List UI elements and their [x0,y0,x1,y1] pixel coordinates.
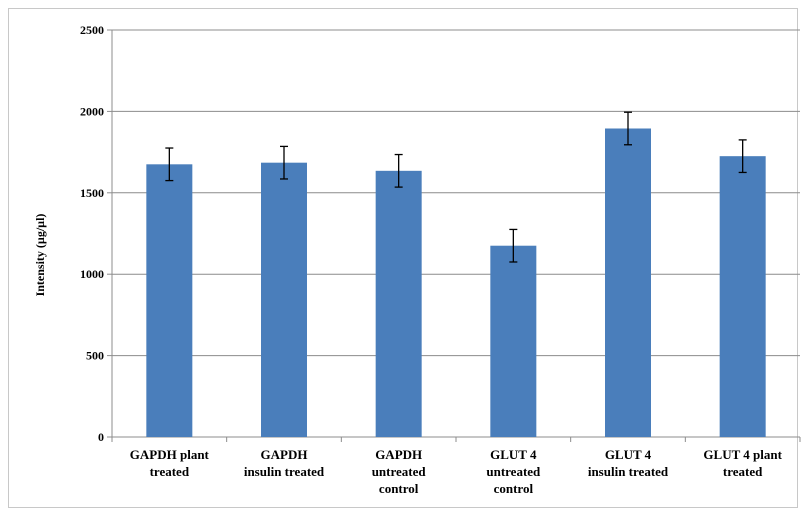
x-category-label-line: GLUT 4 [490,447,537,462]
bar [719,156,766,438]
x-category-label: GLUT 4 insulin treated [588,447,669,479]
x-category-label-line: treated [150,464,190,479]
x-category-label-line: GLUT 4 [605,447,652,462]
x-category-label: GAPDH plant treated [130,447,210,479]
y-tick-label: 1000 [80,267,104,281]
bar [605,128,651,437]
x-category-label-line: control [379,481,419,496]
y-tick-label: 500 [86,349,104,363]
x-category-label-line: untreated [486,464,541,479]
x-category-label: GAPDH insulin treated [244,447,325,479]
x-category-label-line: GAPDH [261,447,308,462]
x-category-label-line: insulin treated [588,464,669,479]
x-category-label-line: untreated [372,464,427,479]
bar [146,164,193,437]
bar [490,245,537,437]
axes [107,29,801,442]
x-category-label: GLUT 4 plant treated [703,447,782,479]
x-category-label: GLUT 4 untreated control [486,447,541,496]
x-category-label-line: GAPDH [375,447,422,462]
x-category-label-line: control [494,481,534,496]
x-category-label-line: insulin treated [244,464,325,479]
y-tick-label: 1500 [80,186,104,200]
bar [375,170,422,437]
y-tick-label: 2500 [80,23,104,37]
bars [146,128,766,438]
y-axis-title: Intensity (µg/µl) [33,214,47,297]
x-category-label-line: GAPDH plant [130,447,210,462]
y-tick-labels: 0 500 1000 1500 2000 2500 [80,23,104,444]
bar [261,162,307,437]
x-category-label-line: treated [723,464,763,479]
error-bars [165,111,747,263]
x-category-label: GAPDH untreated control [372,447,427,496]
gridlines [112,29,800,357]
x-category-label-line: GLUT 4 plant [703,447,782,462]
y-tick-label: 0 [98,430,104,444]
y-tick-label: 2000 [80,104,104,118]
